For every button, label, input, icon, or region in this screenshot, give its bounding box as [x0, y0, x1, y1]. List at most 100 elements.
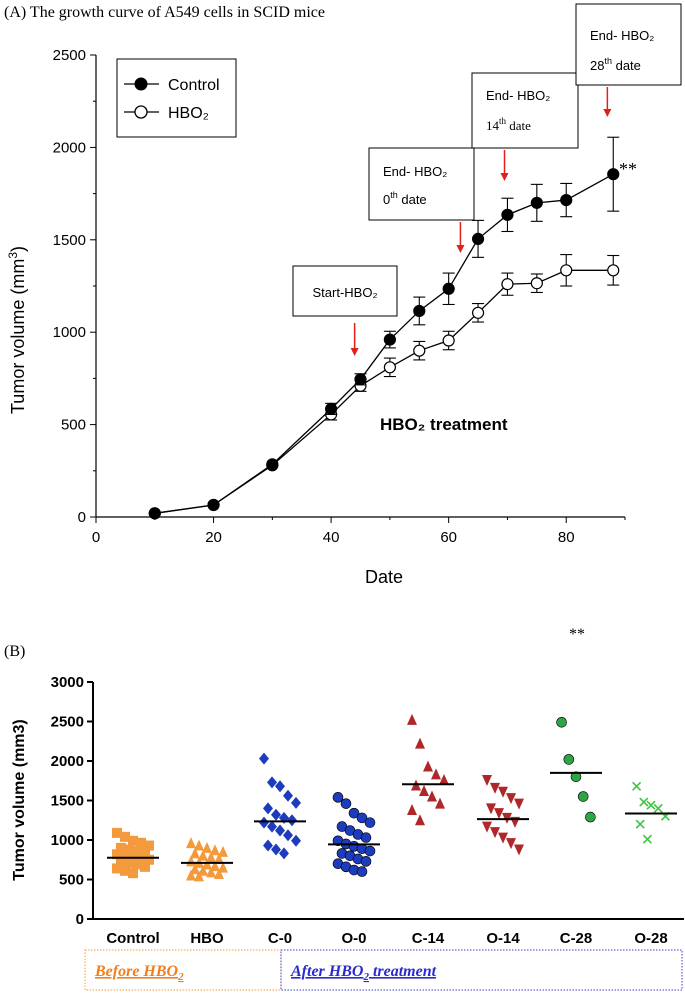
- point-control: [471, 232, 485, 245]
- end-14-line2: 14th date: [486, 116, 531, 133]
- category-label-control: Control: [106, 930, 159, 947]
- category-label-c-28: C-28: [560, 930, 593, 947]
- point-square: [120, 850, 130, 861]
- point-triangle: [439, 773, 449, 785]
- legend-hbo2-label: HBO₂: [168, 105, 209, 122]
- panel-a-x-tick-label: 80: [558, 529, 575, 546]
- point-square: [120, 831, 130, 842]
- point-triangle: [194, 839, 204, 851]
- point-diamond: [267, 820, 277, 833]
- point-triangle: [194, 870, 204, 882]
- point-square: [136, 837, 146, 848]
- point-triangle: [202, 841, 212, 853]
- point-hbo2: [530, 277, 543, 290]
- point-square: [120, 865, 130, 876]
- point-diamond: [291, 834, 301, 847]
- point-diamond: [259, 816, 269, 829]
- point-triangle: [218, 861, 228, 873]
- annotation-end-14: End- HBO₂ 14th date: [471, 72, 579, 149]
- point-triangle: [407, 713, 417, 725]
- point-square: [140, 847, 150, 858]
- end-28-line2: 28th date: [590, 56, 641, 73]
- panel-b-title: (B): [4, 643, 25, 660]
- point-triangle-down: [486, 803, 496, 815]
- point-control: [266, 458, 279, 471]
- point-diamond: [283, 829, 293, 842]
- legend-control-label: Control: [168, 77, 220, 94]
- point-x: [635, 819, 645, 829]
- point-diamond: [291, 796, 301, 809]
- point-circle: [340, 798, 352, 809]
- point-triangle: [423, 760, 433, 772]
- point-square: [124, 857, 134, 868]
- point-diamond: [271, 843, 281, 856]
- point-square: [124, 844, 134, 855]
- point-diamond: [271, 808, 281, 821]
- point-x: [646, 800, 656, 810]
- start-hbo2-label: Start-HBO₂: [313, 285, 378, 300]
- point-control: [530, 196, 543, 209]
- point-triangle-down: [506, 793, 516, 805]
- point-control: [325, 402, 338, 415]
- panel-a-x-tick-label: 20: [205, 529, 222, 546]
- panel-b-significance: **: [569, 626, 585, 643]
- before-hbo2-bracket: Before HBO2: [84, 949, 282, 991]
- arrow-head-end0: [456, 245, 465, 253]
- point-square: [128, 835, 138, 846]
- panel-a-y-tick-label: 2000: [53, 139, 86, 156]
- point-triangle: [206, 866, 216, 878]
- point-triangle-down: [506, 838, 516, 850]
- point-circle: [364, 817, 376, 828]
- point-square: [112, 849, 122, 860]
- panel-a-y-tick-label: 500: [61, 417, 86, 434]
- point-triangle-down: [482, 774, 492, 786]
- after-hbo2-bracket: After HBO2 treatment: [280, 949, 683, 991]
- point-square: [144, 854, 154, 865]
- before-hbo2-label: Before HBO2: [94, 963, 184, 983]
- point-square: [112, 863, 122, 874]
- point-hbo2: [413, 344, 426, 357]
- point-square: [116, 856, 126, 867]
- panel-b-y-label: Tumor volume (mm3): [11, 719, 28, 881]
- legend-hbo2-marker: [134, 105, 148, 119]
- panel-b-y-tick-label: 3000: [51, 674, 84, 691]
- end-14-line1: End- HBO₂: [486, 88, 550, 103]
- point-square: [116, 842, 126, 853]
- after-hbo2-box: [280, 949, 683, 991]
- panel-b-y-tick-label: 2000: [51, 753, 84, 770]
- point-diamond: [275, 824, 285, 837]
- point-circle: [356, 866, 368, 877]
- point-circle: [563, 754, 575, 765]
- treatment-label: HBO₂ treatment: [380, 415, 508, 434]
- point-x-stroke: [639, 797, 649, 807]
- panel-a-y-tick-label: 1500: [53, 232, 86, 249]
- point-square: [128, 868, 138, 879]
- panel-b-axes: [92, 682, 684, 920]
- point-control: [501, 208, 514, 221]
- point-circle: [577, 791, 589, 802]
- point-circle: [556, 716, 567, 728]
- point-hbo2: [471, 306, 485, 319]
- panel-a-x-tick-label: 40: [323, 529, 340, 546]
- point-triangle: [415, 737, 425, 749]
- arrow-head-end28: [603, 109, 612, 117]
- panel-a-significance: **: [619, 159, 637, 179]
- category-label-o-28: O-28: [634, 930, 667, 947]
- point-control: [383, 333, 396, 346]
- panel-a-x-tick-label: 0: [92, 529, 100, 546]
- panel-a-y-label: Tumor volume (mm3): [6, 246, 28, 414]
- point-circle: [360, 832, 372, 843]
- point-diamond: [275, 780, 285, 793]
- panel-b: (B) Tumor volume (mm3) 0 500 1000 1500 2000 2…: [4, 626, 684, 991]
- panel-b-ticks: 0 500 1000 1500 2000 2500 3000 Control HBO C-0 O-0…: [51, 674, 668, 947]
- panel-b-y-tick-label: 1500: [51, 793, 84, 810]
- point-circle: [570, 771, 582, 783]
- point-x: [653, 803, 663, 813]
- end-14-box: [471, 72, 579, 149]
- point-control: [442, 282, 455, 295]
- point-x-stroke: [653, 803, 663, 813]
- panel-b-points: [107, 713, 677, 882]
- point-x-stroke: [642, 834, 652, 844]
- point-hbo2: [607, 264, 620, 277]
